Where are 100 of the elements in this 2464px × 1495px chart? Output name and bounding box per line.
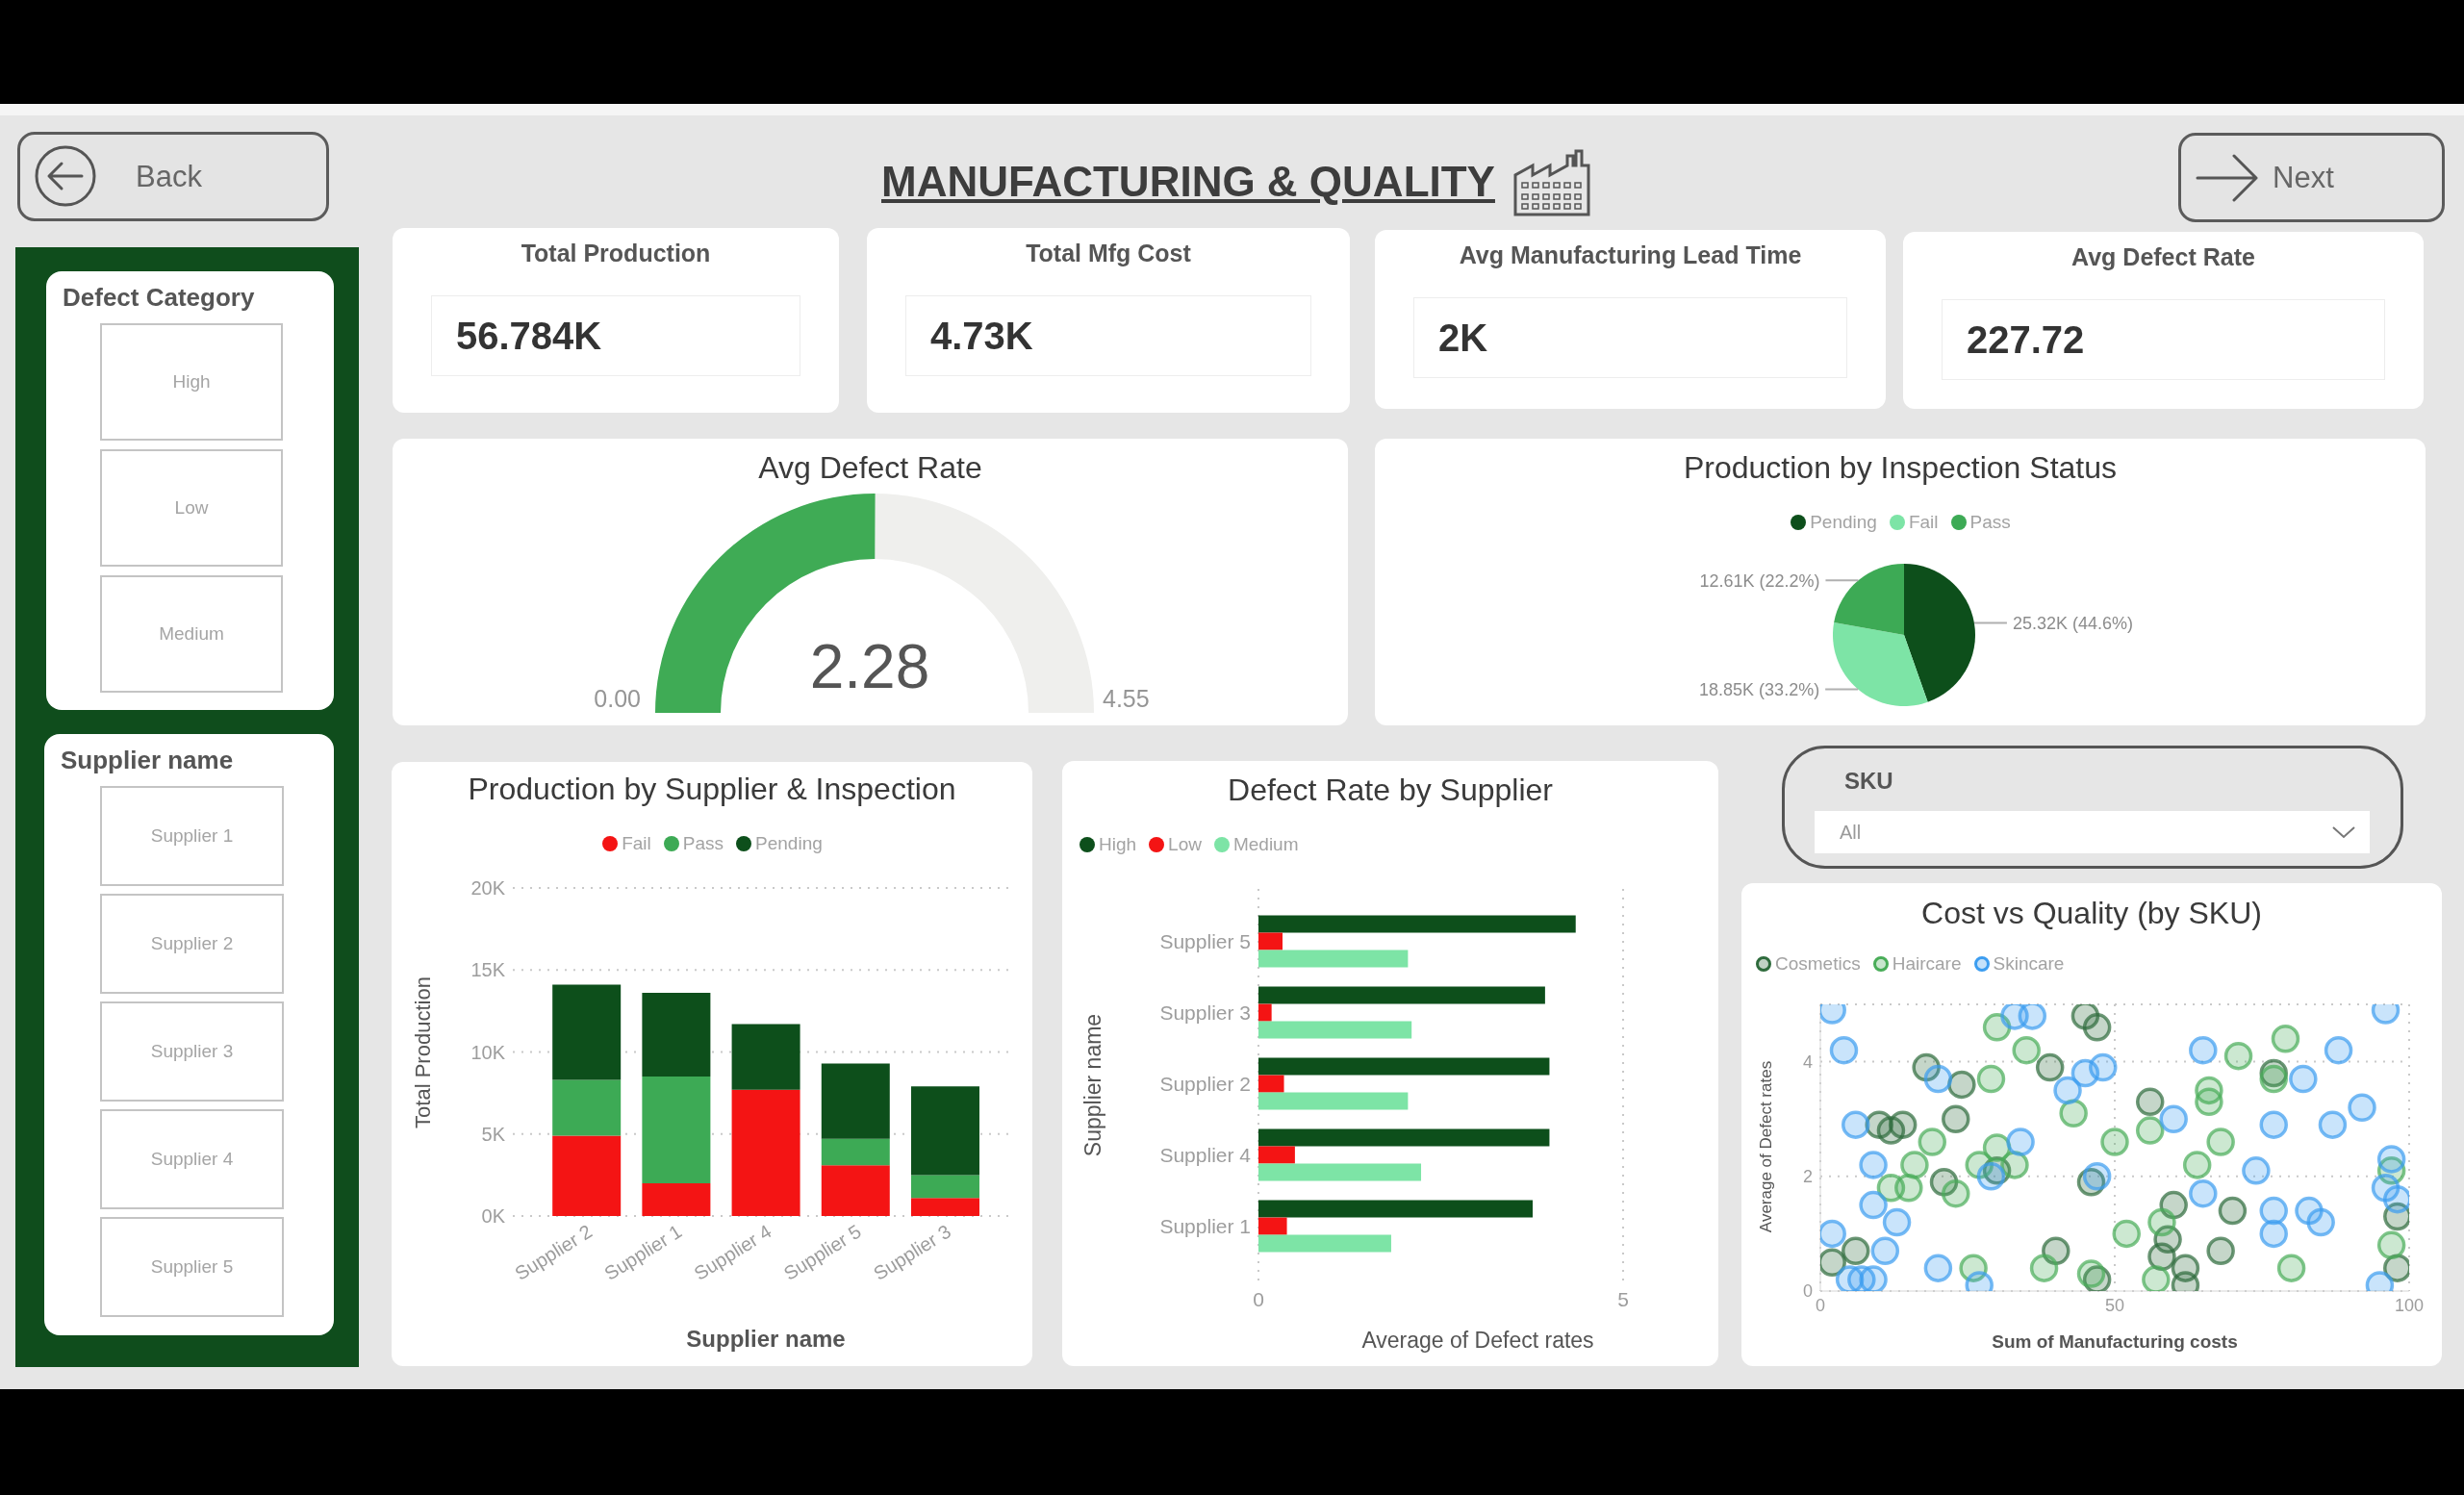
value-field: 227.72 bbox=[1942, 299, 2385, 380]
legend-label: Fail bbox=[622, 833, 651, 854]
y-tick-label: 4 bbox=[1802, 1052, 1813, 1072]
point bbox=[1976, 1162, 2006, 1191]
legend-label: Medium bbox=[1232, 834, 1299, 855]
point bbox=[1976, 1064, 2006, 1094]
point bbox=[2135, 1087, 2165, 1117]
bar bbox=[1258, 1234, 1391, 1253]
point bbox=[2242, 1156, 2271, 1185]
option-tile: Low bbox=[100, 449, 283, 567]
point bbox=[1882, 1207, 1912, 1237]
y-axis-title: Average of Defect rates bbox=[1757, 1060, 1776, 1233]
bar bbox=[552, 1135, 622, 1216]
x-axis-title: Supplier name bbox=[686, 1326, 846, 1353]
value-field: 2K bbox=[1413, 297, 1847, 378]
bar bbox=[731, 1089, 800, 1216]
point bbox=[2259, 1219, 2288, 1249]
legend-label: Haircare bbox=[1892, 953, 1962, 975]
point bbox=[2059, 1099, 2088, 1128]
legend-label: Pending bbox=[755, 833, 823, 854]
bar bbox=[552, 984, 622, 1080]
legend-label: High bbox=[1099, 834, 1137, 855]
point bbox=[2271, 1025, 2300, 1053]
text: Avg Manufacturing Lead Time bbox=[1458, 241, 1803, 269]
y-tick-label: 5K bbox=[481, 1123, 506, 1145]
legend-label: Pass bbox=[682, 833, 724, 854]
point bbox=[1894, 1173, 1923, 1203]
legend-label: Pass bbox=[1969, 512, 2011, 533]
y-axis-title: Supplier name bbox=[1080, 1013, 1106, 1157]
y-tick-label: 2 bbox=[1802, 1167, 1813, 1187]
point bbox=[2376, 1230, 2406, 1260]
bar bbox=[1258, 1075, 1284, 1093]
point bbox=[1829, 1035, 1859, 1065]
bar bbox=[1258, 1200, 1534, 1218]
x-axis-title: Average of Defect rates bbox=[1361, 1327, 1594, 1354]
point bbox=[2376, 1145, 2406, 1174]
dropdown-field: All bbox=[1815, 811, 2370, 853]
x-tick-label: 5 bbox=[1617, 1287, 1629, 1310]
point bbox=[2206, 1128, 2235, 1156]
bar bbox=[642, 993, 711, 1077]
bar bbox=[1258, 915, 1576, 933]
point bbox=[2000, 1151, 2029, 1179]
point bbox=[1870, 1236, 1900, 1266]
data-label: 2.28 bbox=[809, 631, 930, 702]
point bbox=[1900, 1151, 1929, 1179]
data-label: 18.85K (33.2%) bbox=[1699, 679, 1820, 699]
point bbox=[2076, 1259, 2106, 1288]
point bbox=[2035, 1052, 2065, 1082]
point bbox=[2012, 1035, 2041, 1065]
legend-label: Skincare bbox=[1993, 953, 2065, 975]
x-axis-title: Sum of Manufacturing costs bbox=[1992, 1331, 2238, 1353]
point bbox=[2159, 1104, 2188, 1133]
legend-label: Pending bbox=[1810, 512, 1877, 533]
text: Supplier name bbox=[61, 746, 234, 775]
legend-label: Cosmetics bbox=[1775, 953, 1861, 975]
text: Total Mfg Cost bbox=[1025, 240, 1192, 267]
point bbox=[1859, 1265, 1888, 1291]
point bbox=[1923, 1064, 1953, 1094]
point bbox=[2189, 1178, 2218, 1208]
option-tile: Supplier 5 bbox=[100, 1217, 284, 1317]
point bbox=[2189, 1035, 2218, 1065]
point bbox=[1841, 1236, 1870, 1266]
bar bbox=[642, 1182, 711, 1216]
value-field: 56.784K bbox=[431, 295, 800, 376]
x-tick-label: 50 bbox=[2104, 1295, 2125, 1315]
bar bbox=[1258, 932, 1283, 950]
bar bbox=[910, 1175, 979, 1199]
point bbox=[2112, 1219, 2141, 1249]
back-button: Back bbox=[17, 132, 329, 221]
bar bbox=[821, 1063, 890, 1139]
point bbox=[2029, 1254, 2059, 1282]
value-field: 4.73K bbox=[905, 295, 1311, 376]
bar bbox=[1258, 1217, 1287, 1235]
data-label: 25.32K (44.6%) bbox=[2012, 613, 2134, 633]
chart-title: Cost vs Quality (by SKU) bbox=[1920, 896, 2263, 931]
text: 4.55 bbox=[1103, 684, 1150, 713]
text: SKU bbox=[1844, 768, 1893, 795]
bar bbox=[821, 1138, 890, 1166]
bar bbox=[821, 1165, 890, 1216]
pie-slice bbox=[1834, 564, 1904, 635]
point bbox=[2082, 1013, 2112, 1042]
point bbox=[2053, 1076, 2082, 1105]
bar bbox=[1258, 950, 1409, 968]
option-tile: Supplier 4 bbox=[100, 1109, 284, 1209]
bar bbox=[1258, 1128, 1550, 1147]
bar bbox=[552, 1079, 622, 1136]
point bbox=[2142, 1265, 2171, 1291]
point bbox=[2206, 1236, 2235, 1266]
point bbox=[2182, 1151, 2212, 1179]
point bbox=[1947, 1070, 1976, 1100]
point bbox=[2195, 1087, 2223, 1117]
text: 0.00 bbox=[594, 684, 641, 713]
y-tick-label: Supplier 3 bbox=[1159, 1001, 1251, 1025]
bar bbox=[910, 1086, 979, 1176]
bar bbox=[1258, 1021, 1412, 1039]
chart-title: Avg Defect Rate bbox=[757, 450, 983, 486]
point bbox=[1942, 1104, 1970, 1133]
data-label: 12.61K (22.2%) bbox=[1699, 570, 1820, 591]
text: Total Production bbox=[520, 240, 712, 267]
point bbox=[1918, 1128, 1947, 1156]
